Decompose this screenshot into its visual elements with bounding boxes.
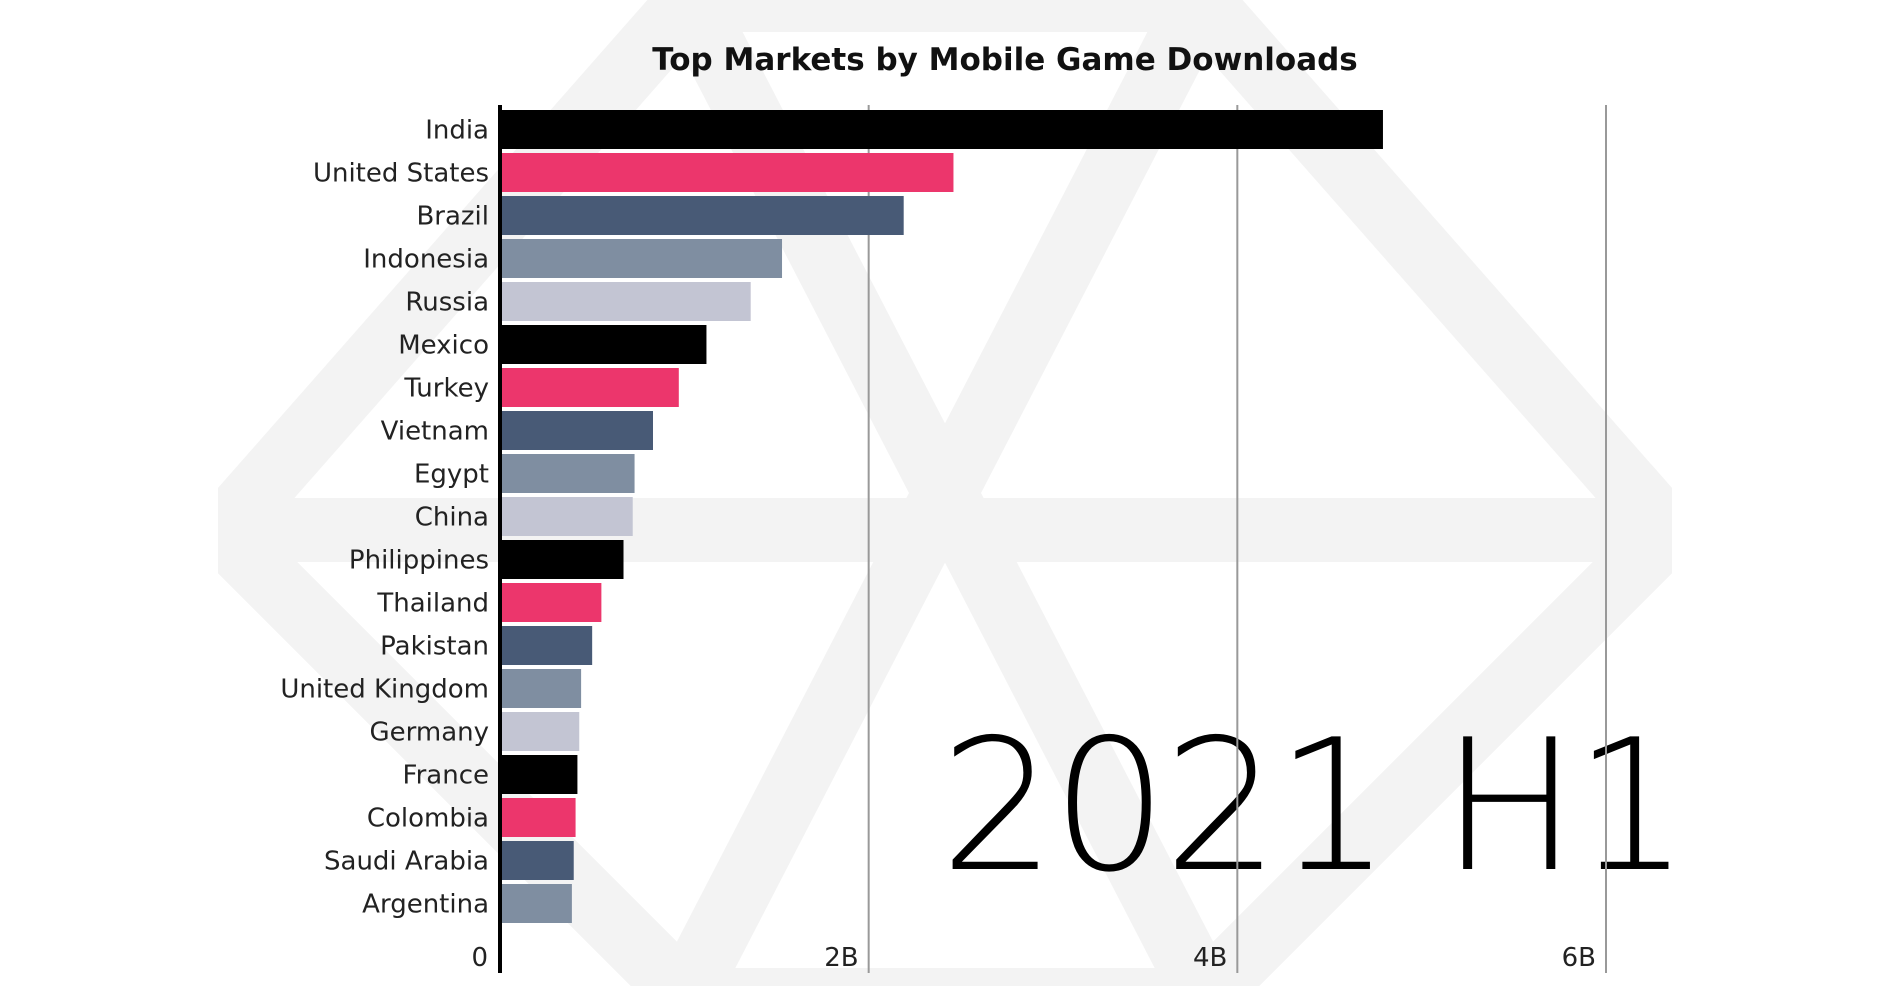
bar-france — [500, 755, 578, 794]
bar-brazil — [500, 196, 904, 235]
bar-indonesia — [500, 239, 783, 278]
category-label: Vietnam — [381, 417, 489, 447]
category-label: Mexico — [398, 331, 489, 361]
category-label: United Kingdom — [280, 675, 489, 705]
bar-mexico — [500, 325, 707, 364]
bar-vietnam — [500, 411, 653, 450]
bar-thailand — [500, 583, 602, 622]
x-tick-label: 4B — [1193, 943, 1227, 973]
x-tick-label: 6B — [1562, 943, 1596, 973]
category-label: Turkey — [403, 374, 489, 404]
category-label: Argentina — [362, 890, 489, 920]
bar-turkey — [500, 368, 679, 407]
bar-egypt — [500, 454, 635, 493]
category-label: Thailand — [376, 589, 489, 619]
category-label: Germany — [369, 718, 489, 748]
category-label: Russia — [405, 288, 489, 318]
category-label: Egypt — [414, 460, 489, 490]
category-label: France — [403, 761, 489, 791]
bar-germany — [500, 712, 580, 751]
category-label: Colombia — [367, 804, 489, 834]
bar-russia — [500, 282, 751, 321]
bar-pakistan — [500, 626, 593, 665]
bar-united-states — [500, 153, 954, 192]
category-label: Brazil — [416, 202, 489, 232]
category-label: Pakistan — [380, 632, 489, 662]
category-label: China — [415, 503, 489, 533]
category-label: Indonesia — [363, 245, 489, 275]
bar-argentina — [500, 884, 572, 923]
bar-philippines — [500, 540, 624, 579]
category-label: United States — [313, 159, 489, 189]
chart-title: Top Markets by Mobile Game Downloads — [652, 42, 1358, 78]
bar-india — [500, 110, 1383, 149]
period-label: 2021 H1 — [940, 700, 1690, 912]
bar-colombia — [500, 798, 576, 837]
x-tick-label: 0 — [471, 943, 488, 973]
category-label: India — [425, 116, 489, 146]
bar-united-kingdom — [500, 669, 582, 708]
category-label: Saudi Arabia — [324, 847, 489, 877]
bar-saudi-arabia — [500, 841, 574, 880]
x-tick-label: 2B — [824, 943, 858, 973]
bar-china — [500, 497, 633, 536]
category-label: Philippines — [349, 546, 489, 576]
